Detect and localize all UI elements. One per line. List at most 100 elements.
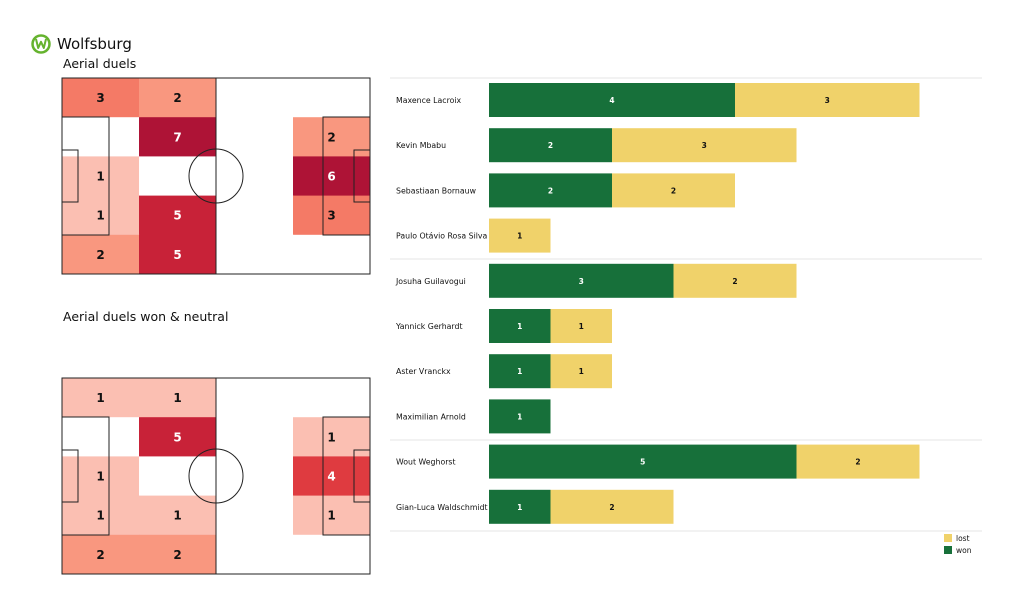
bar-chart-player-aerial-duels: Maxence Lacroix 4 3 Kevin Mbabu 2 3 Sebastiaan…	[390, 77, 982, 555]
heat-cell-1-3-2	[216, 495, 294, 536]
heat-cell-1-2-2	[216, 456, 294, 497]
heat-value-0-0-1: 2	[173, 91, 181, 105]
bar-lost-label-9: 2	[609, 503, 614, 512]
bar-lost-label-5: 1	[579, 322, 584, 331]
heat-cell-1-2-1	[139, 456, 217, 497]
bar-lost-3	[489, 218, 551, 253]
heat-value-1-2-3: 4	[327, 470, 335, 484]
bar-won-1	[489, 128, 612, 163]
heat-value-1-4-0: 2	[96, 548, 104, 562]
bar-lost-4	[673, 263, 797, 298]
heat-cell-1-1-1	[139, 417, 217, 457]
player-label-1: Kevin Mbabu	[396, 141, 446, 150]
heat-cell-1-2-0	[62, 456, 140, 497]
heat-value-0-2-3: 6	[327, 170, 335, 184]
bar-won-4	[489, 263, 674, 298]
heatmap-aerial-duels-won-neutral: 1 1 5 1 1 4 1 1 1 2 2	[61, 377, 371, 575]
bar-lost-2	[612, 173, 735, 208]
player-label-6: Aster Vranckx	[396, 367, 451, 376]
heat-value-0-3-1: 5	[173, 209, 181, 223]
bar-lost-label-3: 1	[517, 232, 522, 241]
bar-lost-label-6: 1	[579, 367, 584, 376]
bar-lost-label-0: 3	[825, 96, 830, 105]
heat-cell-0-3-2	[216, 195, 294, 236]
player-label-4: Josuha Guilavogui	[395, 277, 466, 286]
bar-lost-0	[735, 83, 920, 117]
bar-won-0	[489, 83, 735, 117]
heat-value-0-4-0: 2	[96, 248, 104, 262]
player-label-5: Yannick Gerhardt	[395, 322, 463, 331]
heat-cell-1-0-1	[139, 378, 217, 418]
heat-cell-1-0-0	[62, 378, 140, 418]
pitch-title-aerial-duels-won-neutral: Aerial duels won & neutral	[63, 309, 229, 324]
heat-cell-1-4-2	[216, 534, 294, 575]
heat-value-0-1-3: 2	[327, 130, 335, 144]
heat-value-0-3-0: 1	[96, 209, 104, 223]
heat-value-1-3-1: 1	[173, 509, 181, 523]
bar-lost-label-1: 3	[702, 141, 707, 150]
pitch-title-aerial-duels: Aerial duels	[63, 56, 137, 71]
centre-circle	[188, 448, 244, 504]
pitch-lines	[61, 377, 371, 575]
bar-won-label-0: 4	[609, 96, 614, 105]
bar-lost-label-4: 2	[732, 277, 737, 286]
bar-won-label-8: 5	[640, 458, 645, 467]
heat-cell-0-4-2	[216, 234, 294, 275]
team-name: Wolfsburg	[57, 35, 132, 53]
bar-lost-6	[550, 354, 612, 389]
heat-value-1-1-1: 5	[173, 430, 181, 444]
bar-won-5	[489, 309, 551, 343]
header: Wolfsburg	[30, 32, 132, 56]
heat-value-0-1-1: 7	[173, 130, 181, 144]
bar-won-label-7: 1	[517, 412, 522, 421]
heatmap-aerial-duels: 3 2 7 2 1 6 1 5 3 2 5	[61, 77, 371, 275]
player-label-8: Wout Weghorst	[396, 458, 456, 467]
heat-cell-1-0-3	[293, 378, 371, 418]
player-label-0: Maxence Lacroix	[396, 96, 462, 105]
bar-lost-1	[612, 128, 797, 163]
heat-value-0-3-3: 3	[327, 209, 335, 223]
player-label-2: Sebastiaan Bornauw	[396, 186, 477, 195]
centre-circle	[188, 148, 244, 204]
wolfsburg-crest-icon	[30, 33, 52, 55]
legend-swatch-lost	[944, 534, 952, 542]
heat-cell-0-2-2	[216, 156, 294, 197]
heat-cell-0-0-1	[139, 78, 217, 118]
heat-value-1-0-0: 1	[96, 391, 104, 405]
bar-lost-9	[550, 489, 674, 524]
bar-lost-5	[550, 309, 612, 343]
heat-cell-0-1-1	[139, 117, 217, 157]
heat-cell-1-4-0	[62, 534, 140, 575]
bar-lost-label-8: 2	[855, 458, 860, 467]
heat-cell-0-0-3	[293, 78, 371, 118]
heat-cell-0-1-0	[62, 117, 140, 157]
pitch-lines	[61, 77, 371, 275]
six-yard-box-left	[61, 149, 79, 203]
player-label-9: Gian-Luca Waldschmidt	[396, 503, 488, 512]
heat-cell-0-2-3	[293, 156, 371, 197]
six-yard-box-right	[353, 149, 371, 203]
bar-won-label-2: 2	[548, 186, 553, 195]
heat-cell-0-4-3	[293, 234, 371, 275]
bar-won-9	[489, 489, 551, 524]
heat-cell-1-1-0	[62, 417, 140, 457]
heat-cell-1-1-2	[216, 417, 294, 457]
heat-cell-0-2-0	[62, 156, 140, 197]
heat-value-1-1-3: 1	[327, 430, 335, 444]
player-label-3: Paulo Otávio Rosa Silva	[396, 232, 488, 241]
heat-value-1-2-0: 1	[96, 470, 104, 484]
heat-value-1-3-0: 1	[96, 509, 104, 523]
bar-won-label-1: 2	[548, 141, 553, 150]
heat-cell-1-2-3	[293, 456, 371, 497]
bar-won-2	[489, 173, 612, 208]
heat-value-1-3-3: 1	[327, 509, 335, 523]
heat-value-0-0-0: 3	[96, 91, 104, 105]
heat-cell-0-3-1	[139, 195, 217, 236]
heat-cell-1-4-1	[139, 534, 217, 575]
heat-cell-0-4-1	[139, 234, 217, 275]
bar-won-label-9: 1	[517, 503, 522, 512]
six-yard-box-left	[61, 449, 79, 503]
player-label-7: Maximilian Arnold	[396, 412, 466, 421]
heat-value-1-4-1: 2	[173, 548, 181, 562]
heat-cell-0-0-0	[62, 78, 140, 118]
